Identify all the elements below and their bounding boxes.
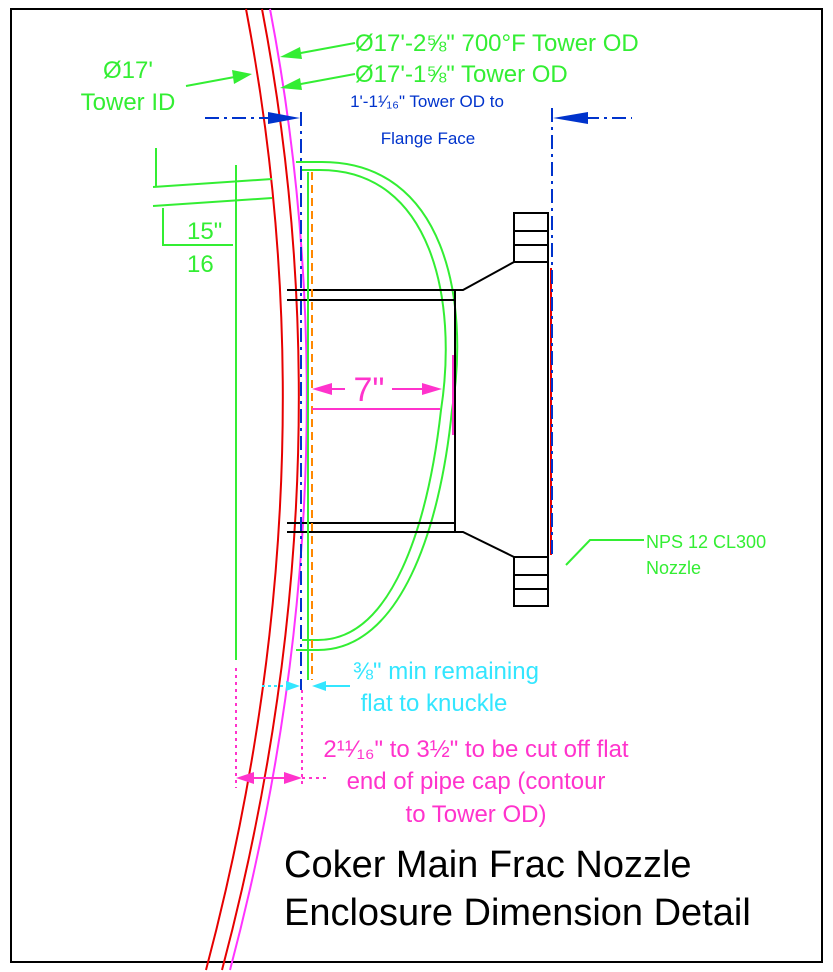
leader-id-arrow bbox=[232, 70, 252, 84]
label-min-flat-line2: flat to knuckle bbox=[361, 690, 508, 717]
enclosure-inner-arc bbox=[302, 169, 447, 641]
labels: Ø17'-2⅝" 700°F Tower OD Ø17'-1⅝" Tower O… bbox=[81, 30, 766, 934]
label-cut-line2: end of pipe cap (contour bbox=[347, 768, 606, 795]
dim-min-flat-arrow-left bbox=[286, 681, 300, 691]
enclosure-dim-leader bbox=[162, 208, 233, 246]
label-od-to-flange-line2: Flange Face bbox=[381, 129, 476, 148]
tower-id-line bbox=[205, 8, 284, 971]
drawing-border bbox=[10, 8, 823, 963]
flange-outline bbox=[454, 212, 549, 607]
label-id-line1: Ø17' bbox=[103, 57, 153, 84]
dim-cut-arrow-left bbox=[236, 772, 254, 784]
dim-seven bbox=[312, 383, 442, 410]
label-od-700f: Ø17'-2⅝" 700°F Tower OD bbox=[355, 30, 639, 57]
label-nozzle-line1: NPS 12 CL300 bbox=[646, 532, 766, 552]
dim-cut-off bbox=[235, 668, 326, 788]
title-line1: Coker Main Frac Nozzle bbox=[284, 844, 692, 886]
label-fifteen-den: 16 bbox=[187, 251, 214, 278]
leader-od-arrow bbox=[280, 78, 302, 90]
label-od: Ø17'-1⅝" Tower OD bbox=[355, 61, 568, 88]
label-nozzle-line2: Nozzle bbox=[646, 558, 701, 578]
dim-min-flat-arrow-right bbox=[312, 681, 326, 691]
nozzle-pipe bbox=[287, 289, 455, 533]
center-lines bbox=[300, 108, 553, 690]
label-fifteen-num: 15" bbox=[187, 218, 222, 245]
label-cut-line1: 2¹¹⁄₁₆" to 3½" to be cut off flat bbox=[323, 736, 629, 763]
label-od-to-flange-line1: 1'-1¹⁄₁₆" Tower OD to bbox=[350, 92, 504, 111]
leader-id bbox=[185, 75, 241, 87]
tower-wall bbox=[205, 8, 308, 971]
dim-seven-arrow-left bbox=[312, 383, 332, 395]
leader-700f-arrow bbox=[280, 47, 302, 59]
title-line2: Enclosure Dimension Detail bbox=[284, 892, 751, 934]
dim-od-right-arrow bbox=[553, 112, 588, 124]
nozzle-flange bbox=[454, 212, 552, 607]
dim-min-flat bbox=[262, 681, 350, 691]
enclosure-dim-ext-2 bbox=[152, 197, 273, 207]
enclosure-dim-ext-1 bbox=[152, 178, 273, 188]
label-cut-line3: to Tower OD) bbox=[406, 801, 547, 828]
label-min-flat-line1: ⅜" min remaining bbox=[353, 658, 539, 685]
tower-od-700f-line bbox=[229, 8, 308, 971]
dim-cut-arrow-right bbox=[284, 772, 302, 784]
leader-nozzle bbox=[565, 539, 644, 566]
top-leaders bbox=[185, 42, 644, 566]
tower-od-line bbox=[221, 8, 300, 971]
label-id-line2: Tower ID bbox=[81, 89, 176, 116]
dim-od-left-arrow bbox=[268, 112, 300, 124]
label-seven: 7" bbox=[354, 371, 385, 409]
dim-seven-arrow-right bbox=[422, 383, 442, 395]
dim-od-to-flange bbox=[205, 112, 632, 124]
